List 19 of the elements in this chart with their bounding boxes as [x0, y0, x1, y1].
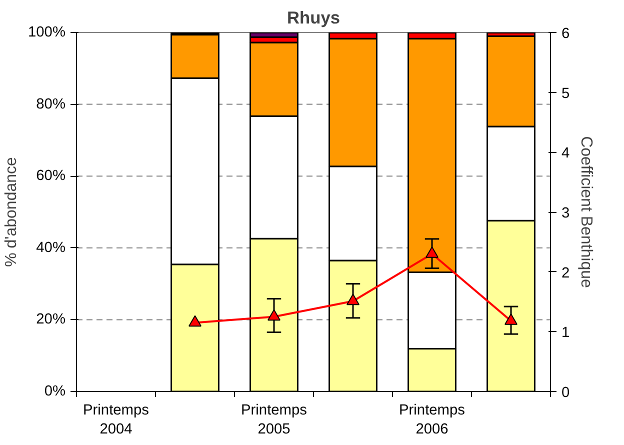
y2-tick-label: 5: [562, 86, 570, 102]
y2-tick-label: 3: [562, 206, 570, 222]
x-tick-label: Printemps 2006: [399, 402, 465, 438]
y2-axis-title: Coefficient Benthique: [578, 136, 595, 288]
x-tick-label: Printemps 2005: [241, 402, 307, 438]
y-tick-label: 0%: [44, 384, 66, 400]
y2-tick-label: 6: [562, 26, 570, 42]
y-tick-label: 100%: [28, 24, 66, 40]
x-tick-label: Printemps 2004: [83, 402, 149, 438]
y-tick-label: 20%: [36, 312, 66, 328]
chart-title: Rhuys: [287, 8, 340, 28]
y-tick-label: 60%: [36, 168, 66, 184]
y2-tick-label: 2: [562, 265, 570, 282]
y2-tick-label: 4: [562, 146, 570, 162]
y-tick-label: 80%: [36, 96, 66, 112]
y-axis-title: % d'abondance: [3, 156, 20, 267]
y-tick-label: 40%: [36, 240, 66, 256]
y2-tick-label: 0: [562, 385, 570, 401]
y2-tick-label: 1: [562, 325, 570, 342]
